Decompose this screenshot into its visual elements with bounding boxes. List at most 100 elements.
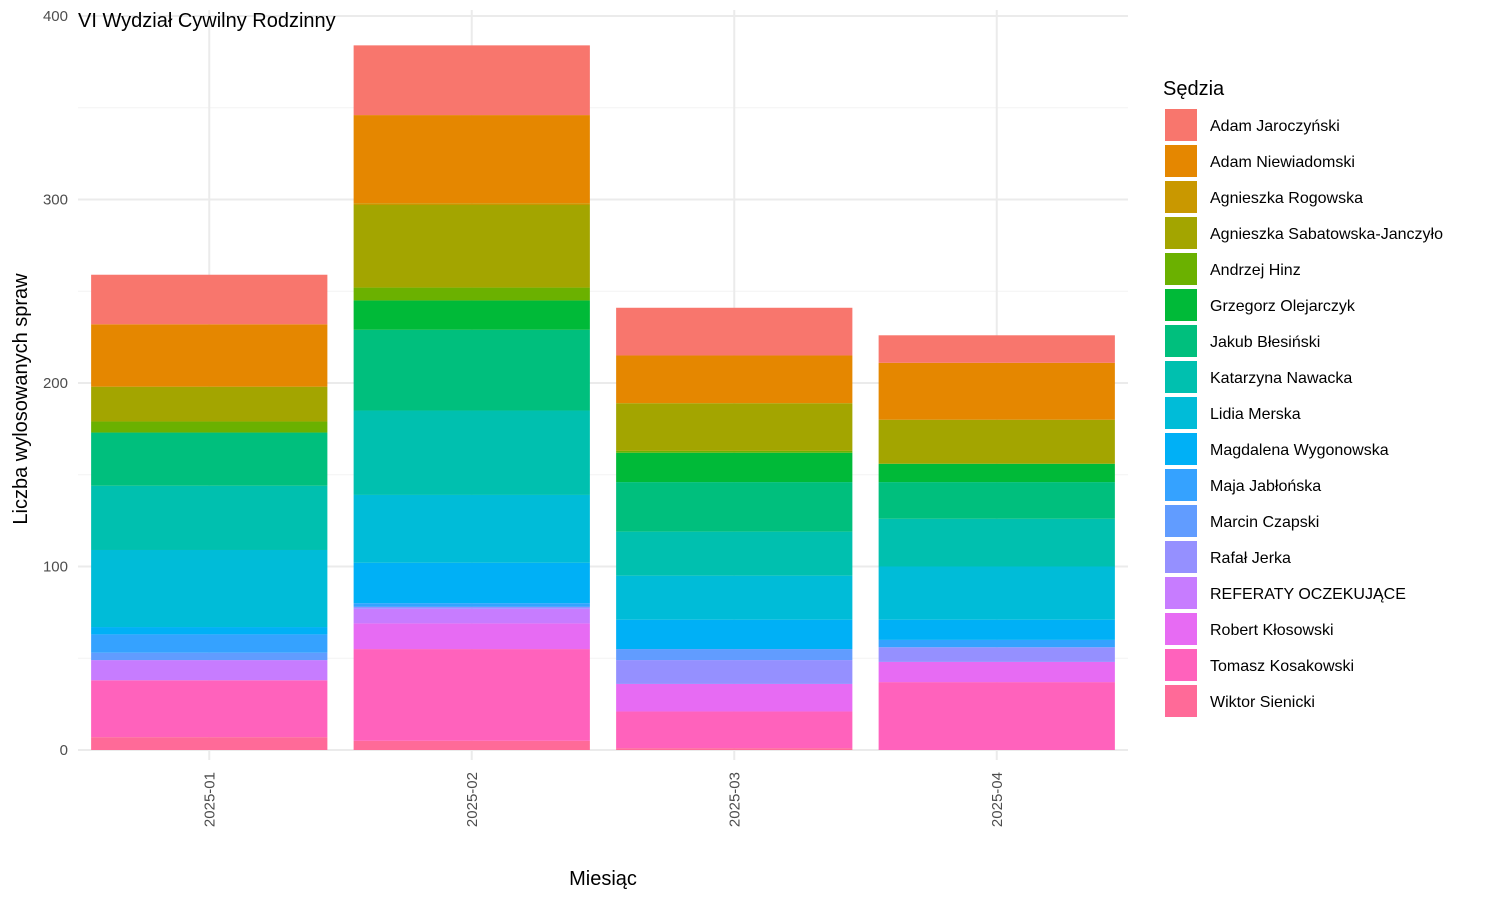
axis-layer: 0 100 200 300 400 2025-01 2025-02 2025-03 2025-0… xyxy=(43,8,1006,827)
bar-segment xyxy=(878,639,1115,648)
legend-label: Agnieszka Rogowska xyxy=(1210,190,1363,207)
bar-segment xyxy=(616,307,853,356)
bar-segment xyxy=(878,335,1115,363)
bar-segment xyxy=(91,386,328,422)
bar-segment xyxy=(353,410,590,495)
bar-segment xyxy=(616,748,853,750)
bar-segment xyxy=(91,421,328,433)
bar-segment xyxy=(353,287,590,301)
legend-label: Wiktor Sienicki xyxy=(1210,694,1315,711)
bar-segment xyxy=(91,627,328,635)
legend-swatch xyxy=(1165,217,1197,249)
legend-swatch xyxy=(1165,289,1197,321)
bar-segment xyxy=(353,562,590,604)
bar-segment xyxy=(878,647,1115,662)
bar-segment xyxy=(353,608,590,624)
bars-layer xyxy=(91,45,1115,750)
bar-segment xyxy=(616,649,853,661)
legend-label: Rafał Jerka xyxy=(1210,550,1291,567)
legend-swatch xyxy=(1165,325,1197,357)
bar-segment xyxy=(616,711,853,749)
bar-segment xyxy=(353,203,590,206)
bar-segment xyxy=(353,649,590,741)
y-tick-label: 400 xyxy=(43,8,68,25)
legend-label: Lidia Merska xyxy=(1210,406,1301,423)
y-axis-title: Liczba wylosowanych spraw xyxy=(10,273,32,525)
y-tick-label: 200 xyxy=(43,375,68,392)
legend-swatch xyxy=(1165,541,1197,573)
legend-swatch xyxy=(1165,649,1197,681)
bar-segment xyxy=(878,661,1115,683)
bar-segment xyxy=(91,274,328,325)
legend-swatch xyxy=(1165,685,1197,717)
bar-segment xyxy=(91,324,328,387)
legend-label: Marcin Czapski xyxy=(1210,514,1319,531)
bar-segment xyxy=(616,482,853,532)
bar-segment xyxy=(878,419,1115,464)
x-tick-label: 2025-03 xyxy=(726,772,743,827)
legend-swatch xyxy=(1165,397,1197,429)
x-axis-title: Miesiąc xyxy=(569,868,637,890)
bar-segment xyxy=(616,683,853,712)
y-tick-label: 0 xyxy=(60,742,68,759)
bar-segment xyxy=(353,300,590,330)
legend-swatch xyxy=(1165,469,1197,501)
bar-segment xyxy=(616,452,853,483)
legend-label: Tomasz Kosakowski xyxy=(1210,658,1354,675)
bar-segment xyxy=(616,619,853,650)
bar-segment xyxy=(616,531,853,576)
bar-segment xyxy=(878,566,1115,620)
bar-segment xyxy=(353,329,590,411)
legend-swatch xyxy=(1165,181,1197,213)
legend-title: Sędzia xyxy=(1163,78,1225,100)
bar-segment xyxy=(616,450,853,453)
legend-swatch xyxy=(1165,577,1197,609)
legend-swatch xyxy=(1165,361,1197,393)
bar-segment xyxy=(91,652,328,661)
bar-segment xyxy=(353,494,590,563)
legend-label: Maja Jabłońska xyxy=(1210,478,1321,495)
legend-label: Adam Niewiadomski xyxy=(1210,154,1355,171)
legend-label: Robert Kłosowski xyxy=(1210,622,1334,639)
bar-segment xyxy=(878,463,1115,483)
bar-segment xyxy=(91,680,328,738)
bar-segment xyxy=(353,623,590,650)
x-tick-label: 2025-02 xyxy=(464,772,481,827)
legend-swatch xyxy=(1165,253,1197,285)
legend-label: Agnieszka Sabatowska-Janczyło xyxy=(1210,226,1443,243)
bar-segment xyxy=(616,355,853,404)
bar-segment xyxy=(616,660,853,684)
bar-segment xyxy=(91,660,328,681)
legend: Sędzia Adam Jaroczyński Adam Niewiadomski… xyxy=(1163,78,1443,717)
bar-segment xyxy=(91,549,328,628)
legend-swatch xyxy=(1165,145,1197,177)
bar-segment xyxy=(878,362,1115,420)
bar-segment xyxy=(91,634,328,653)
bar-segment xyxy=(878,682,1115,750)
legend-label: Grzegorz Olejarczyk xyxy=(1210,298,1356,315)
x-tick-label: 2025-04 xyxy=(989,772,1006,827)
bar-segment xyxy=(353,606,590,609)
legend-label: Adam Jaroczyński xyxy=(1210,118,1340,135)
bar-segment xyxy=(353,740,590,750)
legend-label: REFERATY OCZEKUJĄCE xyxy=(1210,586,1406,603)
bar-segment xyxy=(878,482,1115,519)
bar-segment xyxy=(878,518,1115,567)
legend-label: Andrzej Hinz xyxy=(1210,262,1301,279)
chart-title: VI Wydział Cywilny Rodzinny xyxy=(78,10,336,32)
bar-segment xyxy=(353,205,590,288)
bar-segment xyxy=(91,485,328,550)
bar-segment xyxy=(353,115,590,204)
bar-segment xyxy=(353,603,590,607)
legend-label: Jakub Błesiński xyxy=(1210,334,1320,351)
legend-swatch xyxy=(1165,613,1197,645)
legend-swatch xyxy=(1165,433,1197,465)
legend-swatch xyxy=(1165,109,1197,141)
legend-swatch xyxy=(1165,505,1197,537)
bar-segment xyxy=(91,432,328,486)
bar-segment xyxy=(616,403,853,451)
y-tick-label: 300 xyxy=(43,192,68,209)
x-tick-label: 2025-01 xyxy=(201,772,218,827)
